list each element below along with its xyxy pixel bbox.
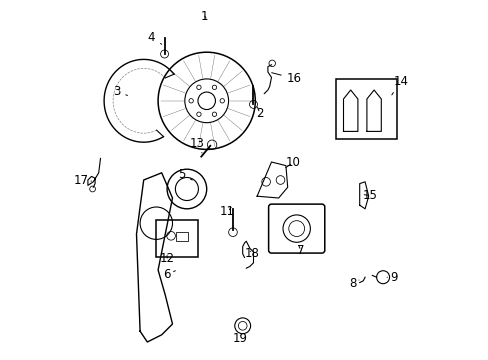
Text: 3: 3 — [113, 85, 127, 98]
Text: 14: 14 — [391, 75, 408, 95]
Bar — [336, 79, 397, 139]
Text: 4: 4 — [147, 31, 162, 44]
Bar — [176, 232, 187, 241]
Text: 2: 2 — [256, 107, 263, 120]
Text: 13: 13 — [189, 137, 204, 153]
Text: 12: 12 — [159, 252, 174, 265]
Bar — [156, 220, 197, 257]
Text: 10: 10 — [285, 156, 300, 169]
Text: 8: 8 — [348, 277, 358, 290]
Text: 19: 19 — [232, 332, 247, 345]
Text: 1: 1 — [201, 10, 208, 23]
Text: 6: 6 — [163, 268, 175, 281]
Text: 15: 15 — [362, 189, 377, 202]
Text: 5: 5 — [178, 168, 192, 181]
Text: 18: 18 — [244, 247, 259, 260]
Text: 11: 11 — [220, 205, 235, 218]
Text: 7: 7 — [297, 244, 304, 257]
Text: 16: 16 — [271, 72, 301, 85]
Text: 9: 9 — [386, 271, 397, 284]
Text: 17: 17 — [73, 174, 91, 187]
